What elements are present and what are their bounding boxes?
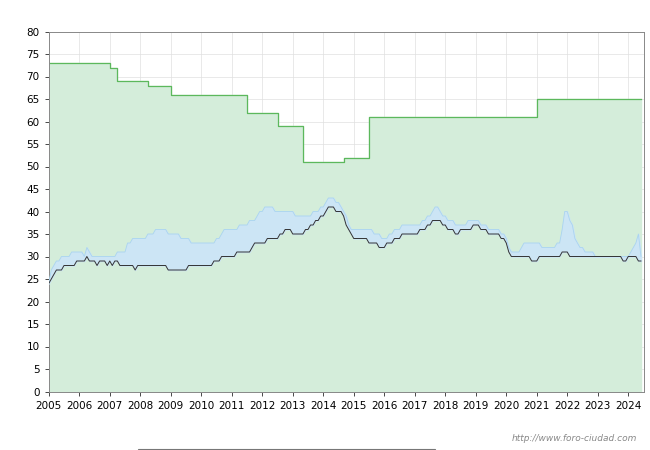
Text: FORO-CIUDAD.COM: FORO-CIUDAD.COM: [210, 228, 482, 252]
Legend: Ocupados, Parados, Hab. entre 16-64: Ocupados, Parados, Hab. entre 16-64: [138, 449, 435, 450]
Text: http://www.foro-ciudad.com: http://www.foro-ciudad.com: [512, 434, 637, 443]
Text: Chalamera - Evolucion de la poblacion en edad de Trabajar Mayo de 2024: Chalamera - Evolucion de la poblacion en…: [79, 12, 571, 25]
